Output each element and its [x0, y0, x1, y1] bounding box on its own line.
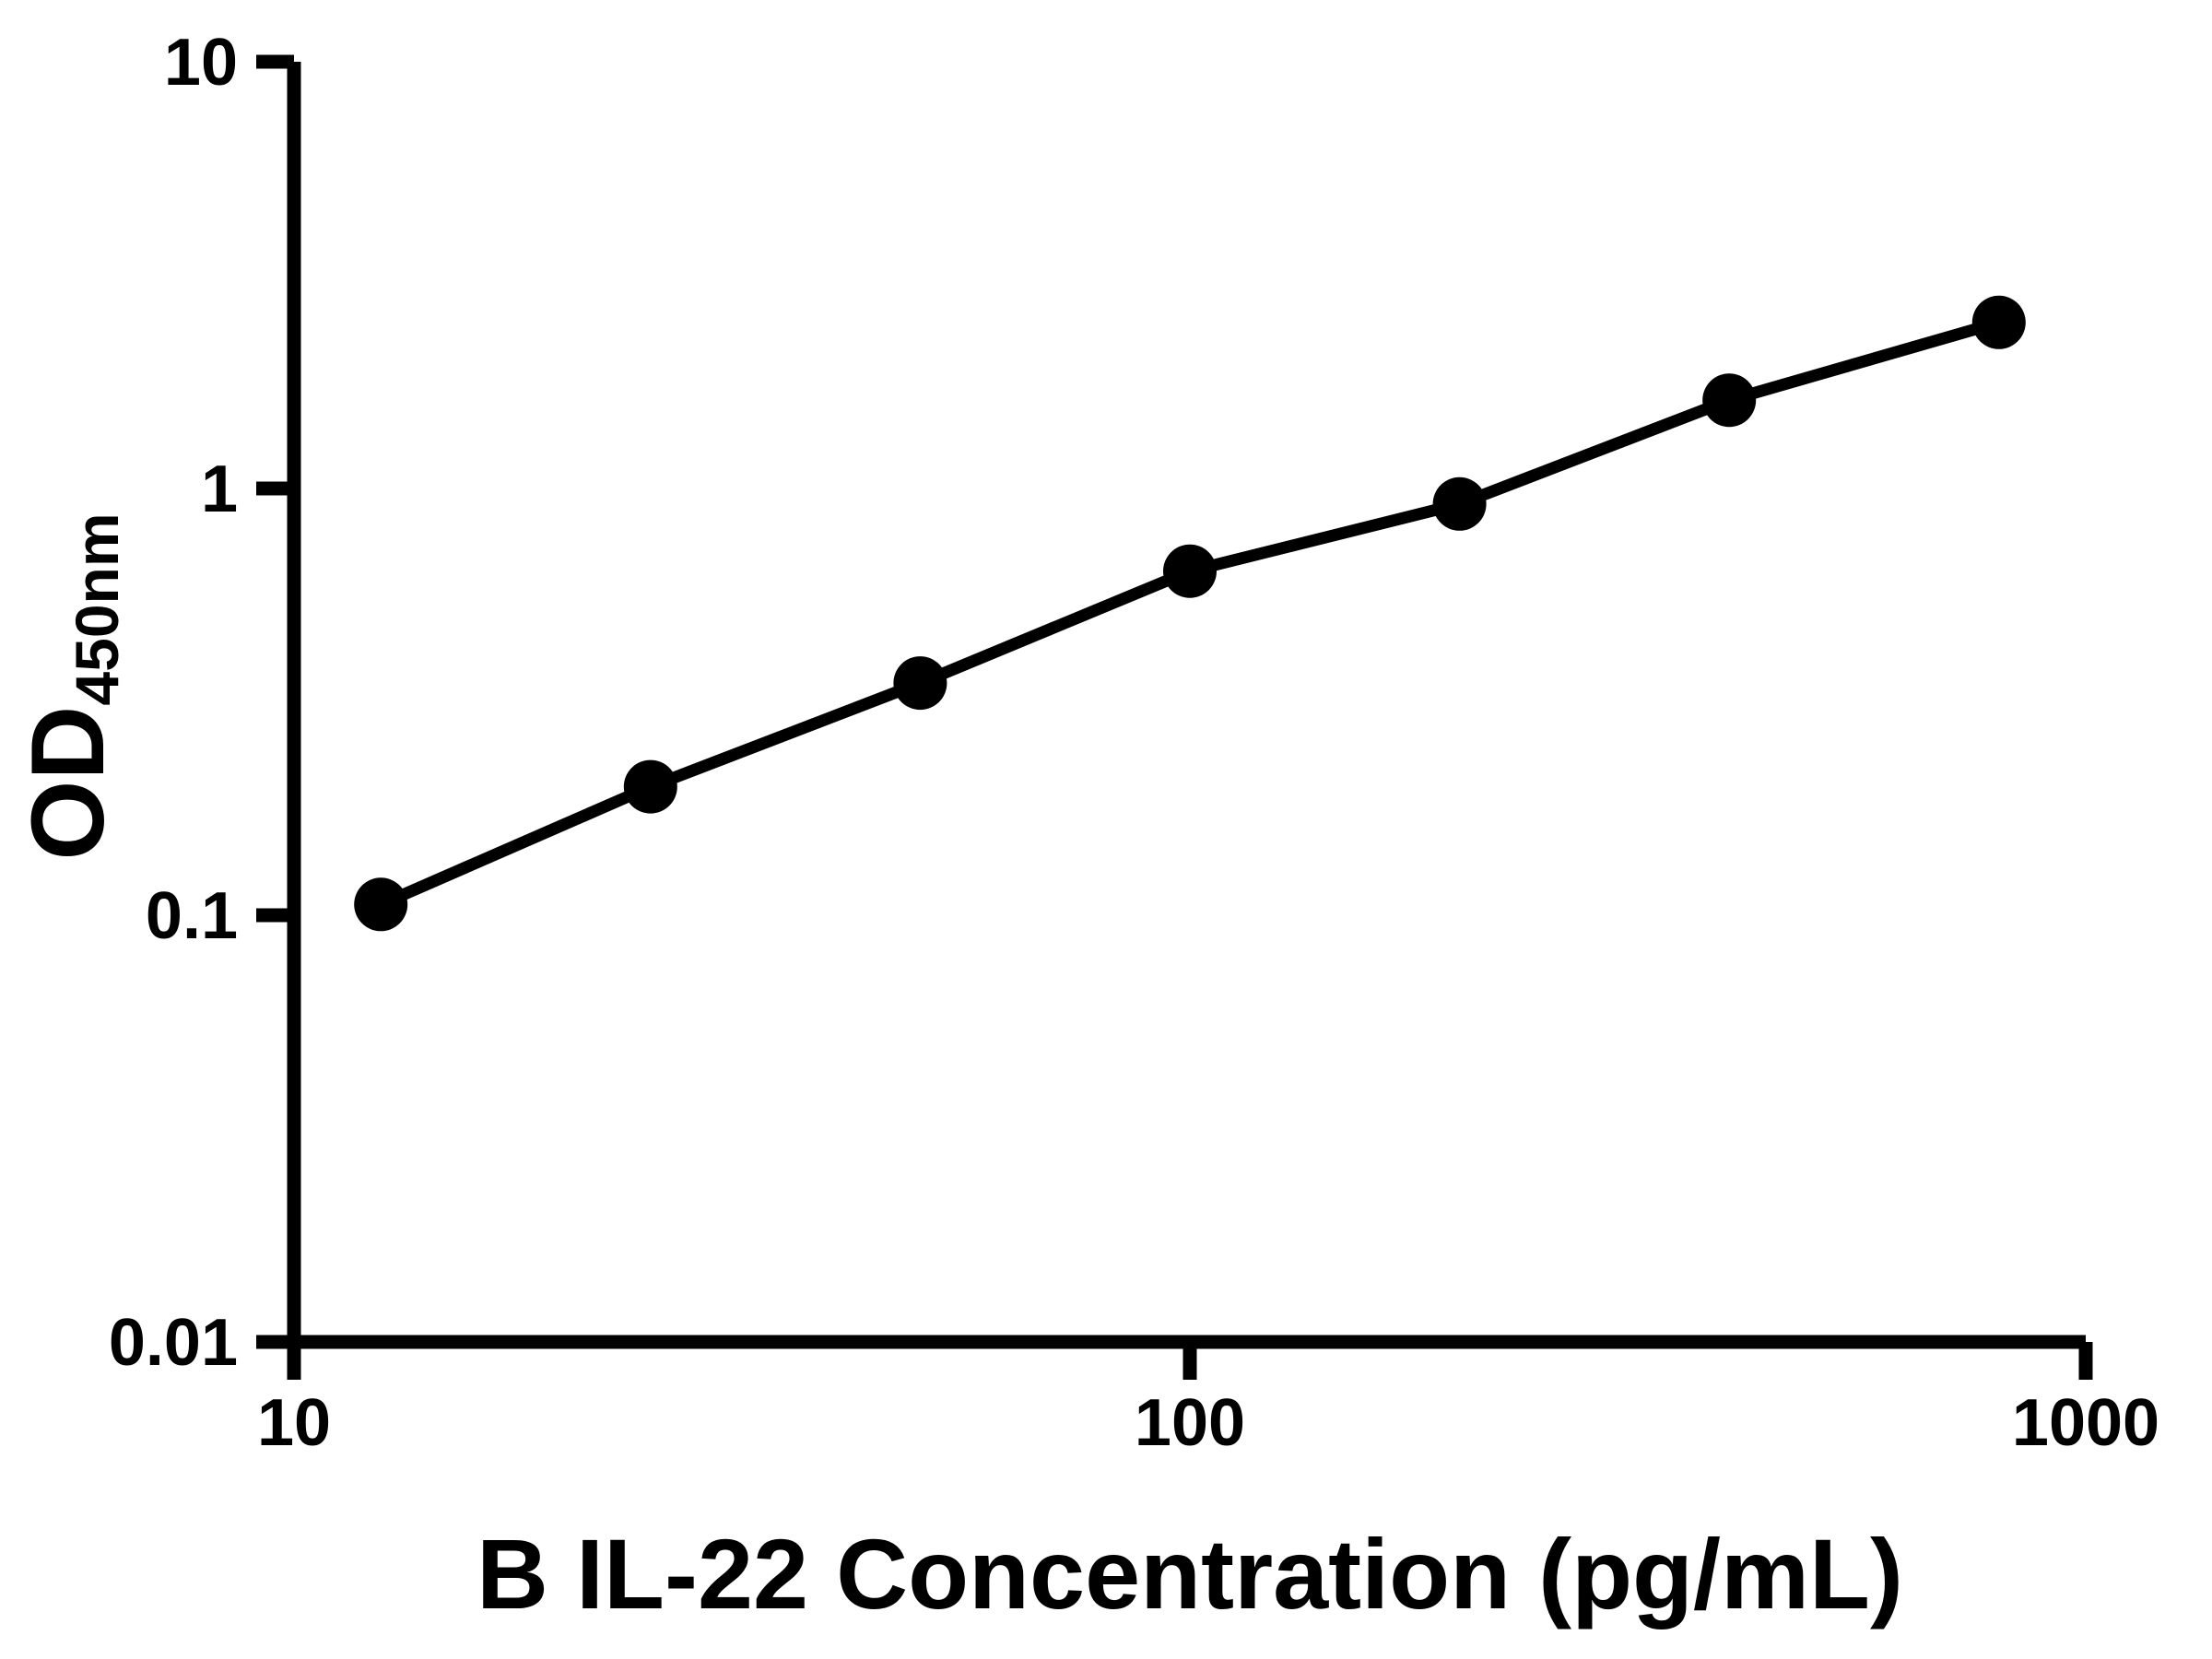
series-line [378, 316, 2001, 911]
data-series [354, 295, 2026, 932]
y-axis-title-main: OD [10, 706, 125, 861]
axis-tick-labels: 10 1 0.1 0.01 10 100 1000 [109, 26, 2159, 1460]
data-point [623, 759, 677, 814]
y-axis-title-subscript: 450nm [63, 512, 131, 705]
x-tick-label: 1000 [2012, 1386, 2159, 1460]
axis-ticks [256, 54, 2093, 1380]
y-tick-label: 0.1 [146, 879, 238, 953]
data-point [1432, 477, 1487, 531]
y-tick-label: 0.01 [109, 1306, 238, 1380]
x-tick-label: 100 [1135, 1386, 1245, 1460]
data-point [893, 656, 947, 711]
data-point [354, 877, 408, 932]
data-point [1163, 544, 1217, 598]
data-point [1971, 295, 2026, 349]
data-point [1702, 373, 1757, 428]
x-tick-label: 10 [257, 1386, 331, 1460]
axes-spines [287, 62, 2086, 1349]
y-axis-title: OD450nm [10, 512, 131, 860]
y-tick-label: 1 [201, 453, 238, 526]
y-tick-label: 10 [164, 26, 238, 100]
x-axis-title: B IL-22 Concentration (pg/mL) [477, 1518, 1903, 1630]
